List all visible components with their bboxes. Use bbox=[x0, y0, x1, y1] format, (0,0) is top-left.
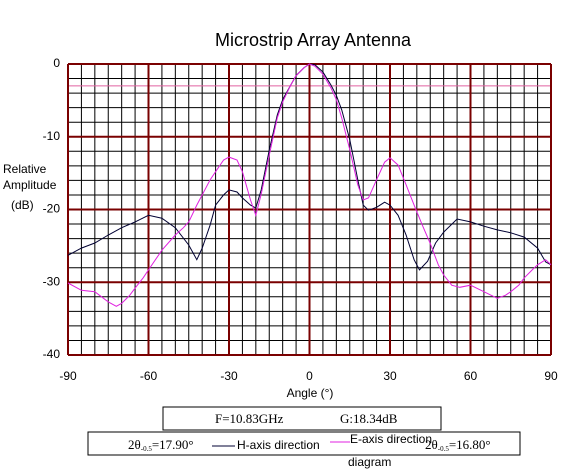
x-tick-label: 90 bbox=[544, 369, 558, 383]
x-tick-label: 60 bbox=[464, 369, 478, 383]
e-beamwidth-sub: -0.5 bbox=[438, 445, 450, 453]
gain: G:18.34dB bbox=[340, 411, 398, 426]
y-axis-label: Amplitude bbox=[3, 178, 57, 192]
e-beamwidth-prefix: 2θ bbox=[425, 437, 438, 452]
frequency: F=10.83GHz bbox=[215, 411, 284, 426]
e-beamwidth-rest: =16.80° bbox=[449, 437, 491, 452]
x-tick-label: -30 bbox=[220, 369, 238, 383]
y-axis-label: Relative bbox=[3, 162, 47, 176]
legend-label: E-axis direction bbox=[350, 432, 432, 446]
series-line bbox=[67, 63, 552, 307]
grid bbox=[67, 63, 552, 356]
h-beamwidth-prefix: 2θ bbox=[128, 437, 141, 452]
info-box bbox=[162, 406, 442, 431]
h-beamwidth-sub: -0.5 bbox=[141, 445, 153, 453]
y-axis-label: (dB) bbox=[11, 198, 34, 212]
y-tick-label: -30 bbox=[43, 274, 61, 288]
y-tick-label: -40 bbox=[43, 347, 61, 361]
legend-box bbox=[87, 431, 521, 456]
y-tick-label: -10 bbox=[43, 129, 61, 143]
x-tick-label: 0 bbox=[306, 369, 313, 383]
y-tick-label: 0 bbox=[53, 56, 60, 70]
h-beamwidth: 2θ-0.5=17.90° bbox=[128, 437, 194, 453]
y-tick-label: -20 bbox=[43, 202, 61, 216]
series-line bbox=[67, 63, 552, 271]
x-axis-label: Angle (°) bbox=[287, 386, 334, 400]
x-tick-label: -90 bbox=[59, 369, 77, 383]
legend-label: H-axis direction bbox=[237, 438, 320, 452]
x-tick-label: 30 bbox=[383, 369, 397, 383]
h-beamwidth-rest: =17.90° bbox=[152, 437, 194, 452]
e-beamwidth: 2θ-0.5=16.80° bbox=[425, 437, 491, 453]
legend-note: diagram bbox=[348, 455, 391, 469]
x-tick-label: -60 bbox=[140, 369, 158, 383]
chart-title: Microstrip Array Antenna bbox=[215, 30, 412, 50]
